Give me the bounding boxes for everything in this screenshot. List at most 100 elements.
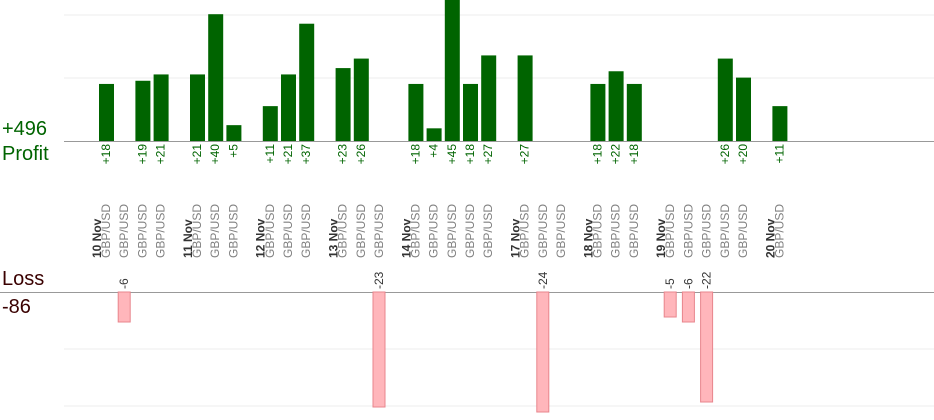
pair-label: GBP/USD bbox=[736, 204, 750, 258]
date-label: 19 Nov bbox=[654, 218, 668, 258]
pair-label: GBP/USD bbox=[663, 204, 677, 258]
profit-value-label: +37 bbox=[299, 144, 313, 165]
profit-value-label: +18 bbox=[408, 144, 422, 165]
profit-value-label: +45 bbox=[445, 144, 459, 165]
profit-bar bbox=[281, 74, 296, 141]
profit-bar bbox=[135, 80, 151, 141]
loss-bar bbox=[681, 291, 695, 323]
profit-label: Profit bbox=[2, 143, 49, 165]
loss-bar bbox=[117, 291, 131, 323]
loss-bar bbox=[372, 291, 386, 408]
pair-label: GBP/USD bbox=[336, 204, 350, 258]
profit-value-label: +20 bbox=[736, 144, 750, 165]
profit-value-label: +5 bbox=[226, 144, 240, 158]
profit-bar bbox=[153, 74, 169, 141]
pair-label: GBP/USD bbox=[609, 204, 623, 258]
pair-label: GBP/USD bbox=[772, 204, 786, 258]
date-label: 14 Nov bbox=[399, 218, 413, 258]
pair-label: GBP/USD bbox=[481, 204, 495, 258]
profit-value-label: +27 bbox=[518, 144, 532, 165]
pair-label: GBP/USD bbox=[135, 204, 149, 258]
pair-label: GBP/USD bbox=[99, 204, 113, 258]
pair-label: GBP/USD bbox=[627, 204, 641, 258]
pair-label: GBP/USD bbox=[226, 204, 240, 258]
pair-label: GBP/USD bbox=[117, 204, 131, 258]
profit-bar bbox=[626, 83, 642, 141]
profit-value-label: +18 bbox=[627, 144, 641, 165]
profit-value-label: +21 bbox=[154, 144, 168, 165]
profit-value-label: +40 bbox=[208, 144, 222, 165]
profit-bar bbox=[408, 83, 424, 141]
loss-value-label: -24 bbox=[536, 271, 550, 289]
pair-label: GBP/USD bbox=[354, 204, 368, 258]
profit-bar bbox=[444, 0, 460, 141]
bars-layer bbox=[99, 0, 788, 413]
profit-bar bbox=[463, 83, 478, 141]
pair-label: GBP/USD bbox=[263, 204, 277, 258]
profit-value-label: +18 bbox=[590, 144, 604, 165]
profit-value-label: +11 bbox=[772, 144, 786, 164]
profit-bar bbox=[608, 71, 624, 141]
profit-value-label: +4 bbox=[427, 144, 441, 158]
profit-value-label: +26 bbox=[718, 144, 732, 165]
pair-label: GBP/USD bbox=[408, 204, 422, 258]
profit-bar bbox=[772, 106, 788, 141]
date-label: 17 Nov bbox=[509, 218, 523, 258]
date-label: 11 Nov bbox=[181, 219, 195, 258]
profit-value-label: +22 bbox=[609, 144, 623, 165]
pair-label: GBP/USD bbox=[700, 204, 714, 258]
labels-layer: 10 NovGBP/USD+18GBP/USD-6GBP/USD+19GBP/U… bbox=[90, 144, 787, 289]
loss-value-label: -22 bbox=[700, 271, 714, 289]
profit-value-label: +18 bbox=[463, 144, 477, 165]
profit-bar bbox=[717, 58, 733, 141]
profit-bar bbox=[99, 83, 114, 141]
profit-bar bbox=[736, 77, 751, 141]
date-label: 18 Nov bbox=[581, 218, 595, 258]
pair-label: GBP/USD bbox=[554, 204, 568, 258]
pair-label: GBP/USD bbox=[463, 204, 477, 258]
profit-value-label: +18 bbox=[99, 144, 113, 165]
profit-bar bbox=[481, 55, 497, 141]
pair-label: GBP/USD bbox=[590, 204, 604, 258]
profit-total: +496 bbox=[2, 118, 48, 140]
profit-value-label: +26 bbox=[354, 144, 368, 165]
loss-value-label: -5 bbox=[663, 278, 677, 289]
pair-label: GBP/USD bbox=[681, 204, 695, 258]
loss-bar bbox=[700, 291, 714, 403]
pair-label: GBP/USD bbox=[281, 204, 295, 258]
profit-bar bbox=[208, 14, 224, 142]
profit-bar bbox=[299, 23, 315, 141]
loss-value-label: -6 bbox=[117, 278, 131, 289]
pair-label: GBP/USD bbox=[445, 204, 459, 258]
pair-label: GBP/USD bbox=[208, 204, 222, 258]
profit-value-label: +23 bbox=[336, 144, 350, 165]
pair-label: GBP/USD bbox=[190, 204, 204, 258]
pair-label: GBP/USD bbox=[372, 204, 386, 258]
loss-label: Loss bbox=[2, 268, 45, 290]
profit-value-label: +11 bbox=[263, 144, 277, 164]
profit-bar bbox=[426, 128, 442, 141]
date-label: 20 Nov bbox=[763, 218, 777, 258]
profit-value-label: +27 bbox=[481, 144, 495, 165]
loss-value-label: -23 bbox=[372, 271, 386, 289]
profit-value-label: +19 bbox=[135, 144, 149, 165]
loss-bar bbox=[536, 291, 550, 413]
loss-bar bbox=[663, 291, 677, 318]
pair-label: GBP/USD bbox=[718, 204, 732, 258]
profit-bar bbox=[335, 68, 351, 141]
date-label: 12 Nov bbox=[254, 218, 268, 258]
date-label: 10 Nov bbox=[90, 218, 104, 258]
profit-bar bbox=[226, 125, 242, 141]
pair-label: GBP/USD bbox=[154, 204, 168, 258]
loss-value-label: -6 bbox=[681, 278, 695, 289]
date-label: 13 Nov bbox=[327, 218, 341, 258]
profit-bar bbox=[517, 55, 533, 141]
profit-bar bbox=[262, 106, 278, 141]
profit-bar bbox=[190, 74, 205, 141]
profit-value-label: +21 bbox=[281, 144, 295, 165]
loss-total: -86 bbox=[2, 296, 31, 318]
profit-value-label: +21 bbox=[190, 144, 204, 165]
profit-bar bbox=[353, 58, 369, 141]
pair-label: GBP/USD bbox=[299, 204, 313, 258]
